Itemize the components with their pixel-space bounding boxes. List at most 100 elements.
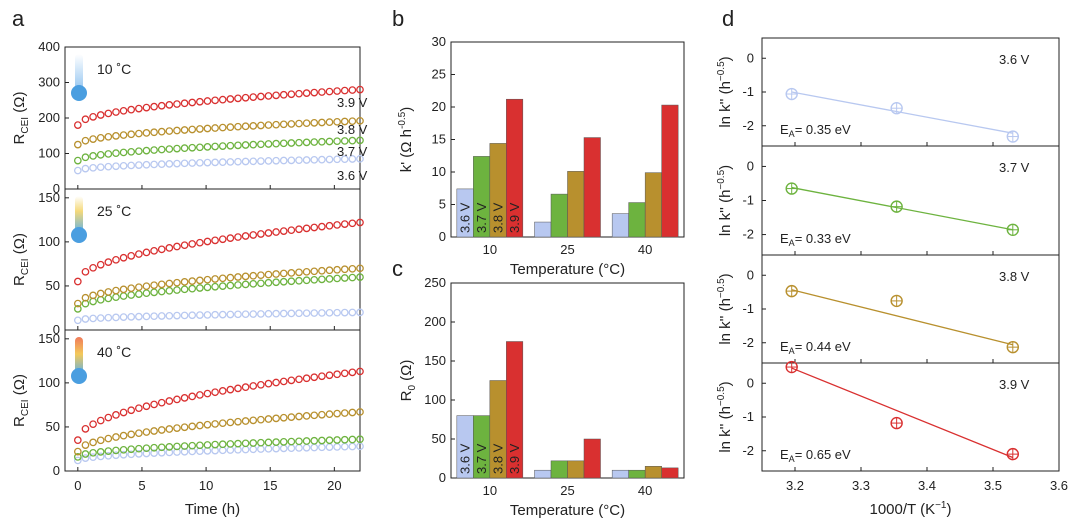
data-point bbox=[119, 408, 128, 417]
series-36V bbox=[73, 442, 364, 465]
data-point bbox=[157, 101, 166, 110]
data-point bbox=[234, 157, 242, 166]
data-point bbox=[73, 304, 82, 313]
data-point bbox=[142, 248, 151, 257]
data-point bbox=[226, 141, 235, 150]
data-point bbox=[249, 231, 258, 239]
data-point bbox=[356, 435, 364, 444]
data-point bbox=[279, 156, 288, 165]
data-point bbox=[150, 146, 158, 154]
data-point bbox=[195, 284, 204, 292]
y-tick-label: 5 bbox=[439, 197, 446, 212]
data-point bbox=[142, 444, 151, 453]
data-point bbox=[89, 314, 97, 323]
data-point bbox=[203, 283, 212, 292]
data-point bbox=[234, 384, 242, 393]
data-point bbox=[287, 437, 296, 446]
data-point bbox=[104, 451, 113, 460]
data-point bbox=[188, 98, 197, 107]
data-point bbox=[241, 445, 250, 454]
data-point bbox=[96, 314, 105, 322]
x-tick-label: 3.4 bbox=[918, 478, 936, 493]
data-point bbox=[241, 383, 250, 392]
thermometer-bulb-icon bbox=[71, 85, 87, 101]
data-point bbox=[318, 266, 326, 275]
data-point bbox=[89, 152, 97, 160]
bar-39V-40 bbox=[661, 467, 679, 479]
data-point bbox=[264, 278, 273, 287]
data-point bbox=[165, 397, 174, 405]
voltage-label: 3.7 V bbox=[999, 160, 1030, 175]
data-point bbox=[272, 444, 280, 453]
x-tick-label: 3.3 bbox=[852, 478, 870, 493]
data-point bbox=[234, 417, 242, 426]
data-point bbox=[264, 444, 273, 453]
data-point bbox=[302, 412, 311, 420]
data-point bbox=[134, 161, 143, 169]
y-tick-label: 50 bbox=[432, 431, 446, 446]
y-tick-label: 150 bbox=[38, 190, 60, 205]
data-point bbox=[165, 425, 174, 433]
data-point bbox=[112, 446, 120, 455]
data-point bbox=[356, 367, 364, 376]
data-point bbox=[234, 439, 242, 448]
data-point bbox=[234, 94, 242, 103]
data-point bbox=[134, 250, 143, 258]
data-point bbox=[287, 444, 296, 453]
data-point bbox=[348, 435, 357, 444]
data-point bbox=[173, 395, 181, 404]
panel-b-k-prime-bars: 0 5 10 15 20 25 30 10 3.6 V 3.7 V 3.8 V 3.9 V 25 40 Te… bbox=[397, 34, 685, 278]
data-point bbox=[340, 409, 349, 417]
data-point bbox=[89, 453, 97, 461]
data-point bbox=[203, 158, 212, 167]
data-point bbox=[81, 293, 90, 302]
data-point bbox=[96, 416, 105, 425]
data-point bbox=[173, 278, 181, 287]
data-point bbox=[142, 289, 151, 298]
data-point bbox=[340, 137, 349, 145]
data-point bbox=[195, 125, 204, 133]
data-point bbox=[257, 438, 265, 447]
data-point bbox=[287, 309, 296, 318]
data-point bbox=[112, 293, 120, 302]
data-point bbox=[287, 156, 296, 165]
data-point bbox=[279, 269, 288, 278]
data-point bbox=[241, 232, 250, 240]
data-point bbox=[272, 309, 280, 318]
data-point bbox=[73, 156, 82, 165]
fit-line bbox=[791, 289, 1013, 346]
voltage-label: 3.9 V bbox=[999, 377, 1030, 392]
data-point bbox=[157, 145, 166, 154]
data-point bbox=[234, 273, 242, 281]
y-tick-label: 50 bbox=[46, 419, 60, 434]
bar-38V-25 bbox=[567, 460, 585, 479]
data-point bbox=[295, 89, 303, 98]
data-point bbox=[104, 150, 113, 158]
data-point bbox=[134, 104, 143, 113]
data-point bbox=[157, 287, 166, 296]
x-tick-label: 10 bbox=[483, 483, 497, 498]
data-point bbox=[89, 297, 97, 306]
data-point bbox=[173, 100, 181, 108]
y-tick-label: 0 bbox=[439, 229, 446, 244]
data-point bbox=[310, 223, 319, 232]
data-point bbox=[318, 222, 326, 231]
data-point bbox=[302, 224, 311, 233]
data-point bbox=[195, 158, 204, 167]
data-point bbox=[318, 436, 326, 445]
data-point bbox=[112, 149, 120, 158]
data-point bbox=[157, 312, 166, 320]
data-point bbox=[302, 138, 311, 147]
y-tick-label: 100 bbox=[38, 234, 60, 249]
data-point bbox=[318, 88, 326, 96]
data-point bbox=[234, 233, 242, 241]
data-point bbox=[173, 242, 181, 251]
data-point bbox=[195, 276, 204, 285]
data-point bbox=[73, 453, 82, 461]
data-point bbox=[325, 266, 334, 275]
data-point bbox=[134, 129, 143, 138]
data-point bbox=[257, 279, 265, 288]
data-point bbox=[287, 120, 296, 128]
data-point bbox=[348, 264, 357, 273]
data-point bbox=[203, 311, 212, 319]
